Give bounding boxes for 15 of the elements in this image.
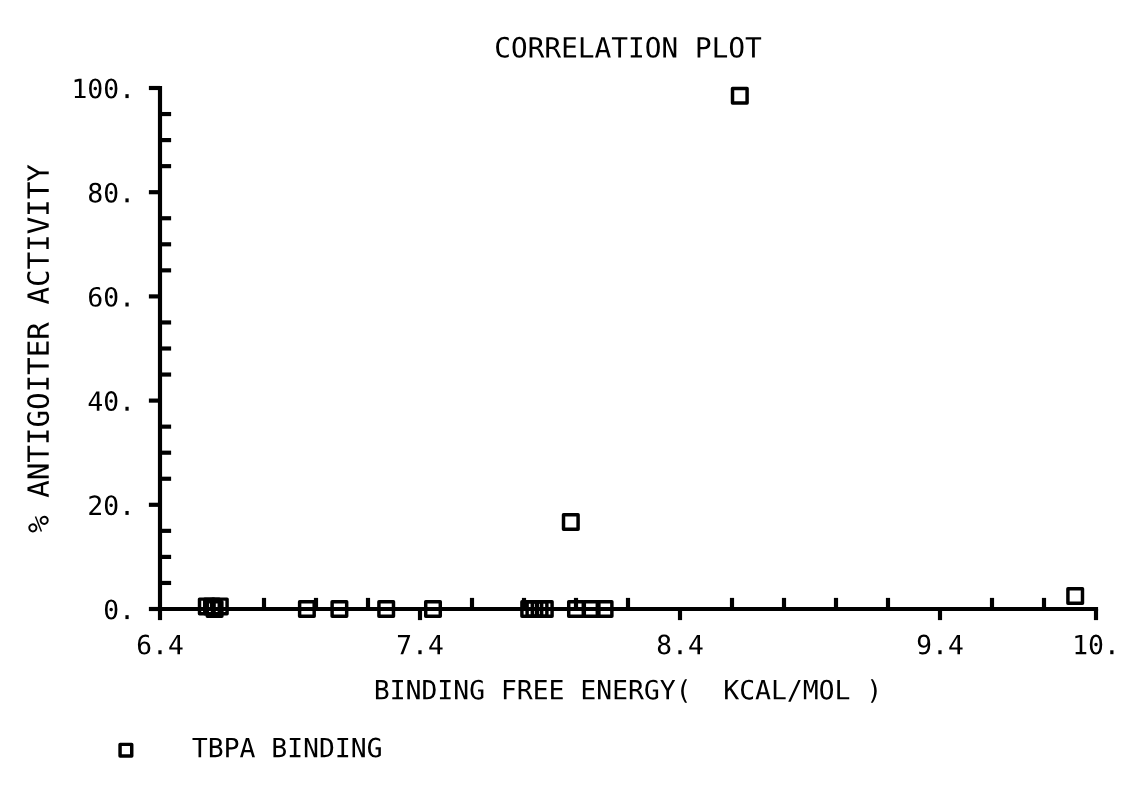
y-axis-title: % ANTIGOITER ACTIVITY xyxy=(27,164,50,533)
y-tick-label: 40. xyxy=(88,391,129,412)
y-tick-label: 20. xyxy=(89,495,129,516)
y-tick-label: 100. xyxy=(74,78,129,99)
x-tick-label: 9.4 xyxy=(917,634,963,655)
legend-label: TBPA BINDING xyxy=(192,737,381,758)
x-axis-title: BINDING FREE ENERGY( KCAL/MOL ) xyxy=(375,679,877,703)
x-tick-label: 8.4 xyxy=(657,634,703,655)
y-tick-label: 0. xyxy=(104,599,129,620)
x-tick-label: 6.4 xyxy=(137,634,183,655)
y-tick-label: 60. xyxy=(89,286,129,307)
x-tick-label: 7.4 xyxy=(397,634,443,655)
chart-title: CORRELATION PLOT xyxy=(496,36,762,58)
x-tick-label: 10. xyxy=(1075,634,1114,655)
y-tick-label: 80. xyxy=(89,182,129,203)
